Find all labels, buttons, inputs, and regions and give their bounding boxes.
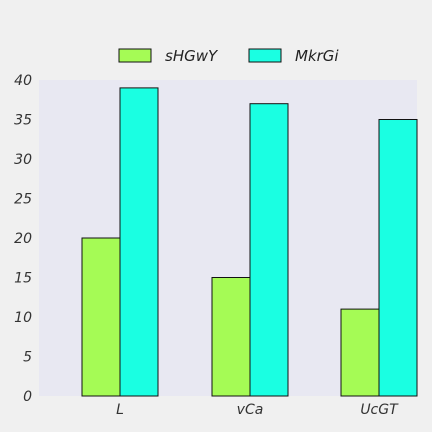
x-tick-label: UcGT [360,402,399,418]
y-tick-label: 0 [23,389,32,405]
y-tick-label: 15 [14,271,32,287]
y-axis-ticks: 0 5 10 15 20 25 30 35 40 [14,73,32,405]
legend-swatch-MkrGi [248,48,282,63]
y-tick-label: 5 [23,350,32,366]
legend-label-MkrGi: MkrGi [295,47,339,65]
bar-sHGwY-UcGT [340,308,380,397]
x-tick-label: vCa [237,402,264,418]
bar-MkrGi-vCa [249,103,289,397]
y-tick-label: 30 [14,152,32,168]
bar-MkrGi-UcGT [378,119,418,397]
legend-label-sHGwY: sHGwY [165,47,219,65]
y-tick-label: 25 [14,192,32,208]
bar-MkrGi-L [119,87,159,397]
bar-sHGwY-L [81,237,121,397]
legend-swatch-sHGwY [118,48,152,63]
bars-group [81,87,418,397]
y-tick-label: 35 [14,113,32,129]
bar-sHGwY-vCa [211,277,251,397]
x-tick-label: L [116,402,124,418]
y-tick-label: 40 [14,73,32,89]
legend: sHGwY MkrGi [118,47,339,65]
y-tick-label: 10 [14,310,32,326]
y-tick-label: 20 [14,231,32,247]
